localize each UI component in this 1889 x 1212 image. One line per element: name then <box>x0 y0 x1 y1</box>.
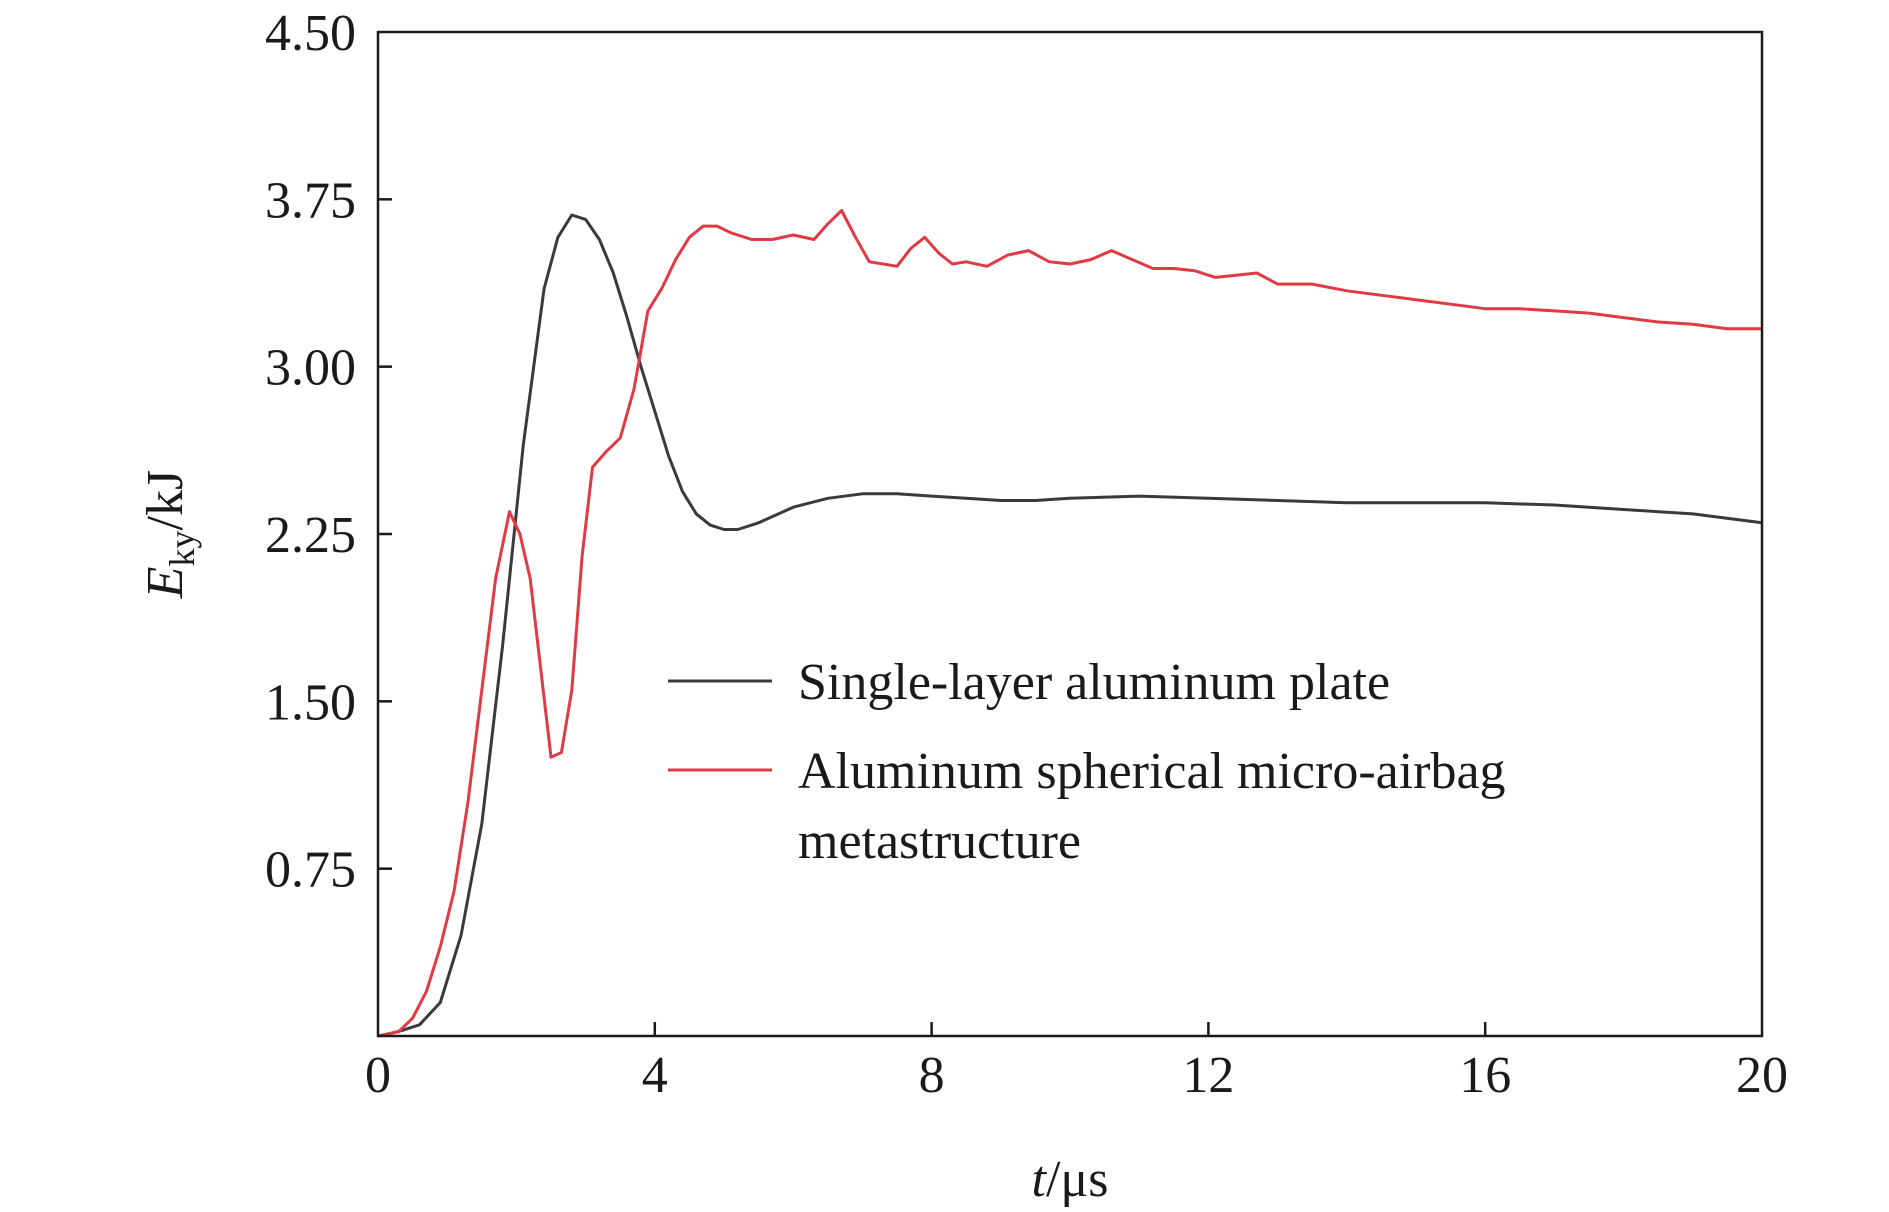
x-tick-label: 20 <box>1736 1047 1788 1104</box>
x-axis-unit: /μs <box>1046 1151 1109 1208</box>
y-tick-label: 3.75 <box>265 172 356 229</box>
legend-label-airbag-line1: Aluminum spherical micro-airbag <box>798 743 1506 800</box>
x-tick-label: 16 <box>1459 1047 1511 1104</box>
y-axis-unit: /kJ <box>137 470 194 531</box>
legend-label-single-layer: Single-layer aluminum plate <box>798 654 1390 711</box>
series-line-0 <box>377 213 1763 1038</box>
y-tick-label: 0.75 <box>265 842 356 899</box>
legend: Single-layer aluminum plate Aluminum sph… <box>668 654 1506 870</box>
y-tick-label: 1.50 <box>265 674 356 731</box>
legend-label-airbag-line2: metastructure <box>798 813 1081 870</box>
x-tick-label: 12 <box>1182 1047 1234 1104</box>
y-tick-label: 2.25 <box>265 507 356 564</box>
x-tick-label: 0 <box>365 1047 391 1104</box>
ticks-layer: 0 4 8 12 16 20 0.75 1.50 2.25 3.00 3.75 4.50 <box>265 5 1788 1104</box>
legend-label-airbag: Aluminum spherical micro-airbag metastruc… <box>798 743 1506 870</box>
y-axis-variable: E <box>137 566 194 599</box>
x-axis-label: t/μs <box>1031 1151 1108 1208</box>
y-axis-label: Eky/kJ <box>137 470 202 599</box>
y-axis-subscript: ky <box>162 530 202 566</box>
x-axis-variable: t <box>1031 1151 1047 1208</box>
y-tick-label: 3.00 <box>265 340 356 397</box>
series-line-1 <box>377 209 1762 1038</box>
y-tick-label: 4.50 <box>265 5 356 62</box>
series-layer <box>377 209 1763 1038</box>
x-tick-label: 8 <box>919 1047 945 1104</box>
x-tick-label: 4 <box>642 1047 668 1104</box>
